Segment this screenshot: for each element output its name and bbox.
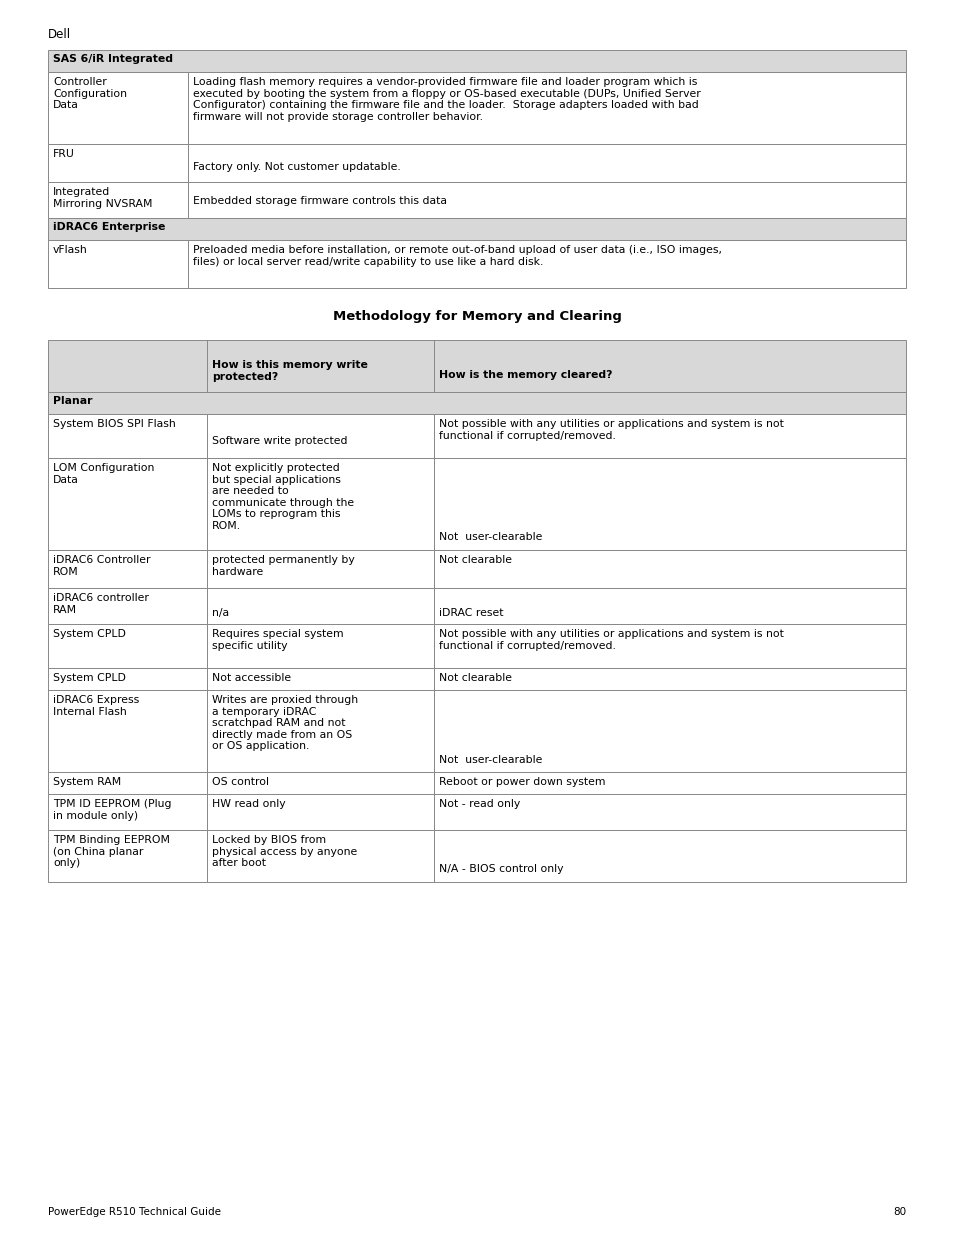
Bar xyxy=(48,240,188,288)
Text: Not explicitly protected
but special applications
are needed to
communicate thro: Not explicitly protected but special app… xyxy=(212,463,354,531)
Text: FRU: FRU xyxy=(53,149,74,159)
Bar xyxy=(434,414,905,458)
Text: Software write protected: Software write protected xyxy=(212,436,347,446)
Text: TPM Binding EEPROM
(on China planar
only): TPM Binding EEPROM (on China planar only… xyxy=(53,835,170,868)
Text: Not clearable: Not clearable xyxy=(438,555,512,564)
Text: Factory only. Not customer updatable.: Factory only. Not customer updatable. xyxy=(193,162,400,172)
Text: System RAM: System RAM xyxy=(53,777,121,787)
Text: iDRAC6 Enterprise: iDRAC6 Enterprise xyxy=(53,222,165,232)
Text: How is the memory cleared?: How is the memory cleared? xyxy=(438,370,612,380)
Text: N/A - BIOS control only: N/A - BIOS control only xyxy=(438,864,563,874)
Text: Controller
Configuration
Data: Controller Configuration Data xyxy=(53,77,127,110)
Text: TPM ID EEPROM (Plug
in module only): TPM ID EEPROM (Plug in module only) xyxy=(53,799,172,820)
Bar xyxy=(207,458,434,550)
Text: How is this memory write
protected?: How is this memory write protected? xyxy=(212,359,367,382)
Bar xyxy=(207,624,434,668)
Text: n/a: n/a xyxy=(212,608,229,618)
Bar xyxy=(48,624,207,668)
Text: Planar: Planar xyxy=(53,396,92,406)
Bar xyxy=(48,391,905,414)
Bar xyxy=(207,550,434,588)
Text: Not accessible: Not accessible xyxy=(212,673,291,683)
Text: Not possible with any utilities or applications and system is not
functional if : Not possible with any utilities or appli… xyxy=(438,419,783,441)
Text: System CPLD: System CPLD xyxy=(53,673,126,683)
Bar xyxy=(188,144,905,182)
Bar xyxy=(48,690,207,772)
Bar xyxy=(434,550,905,588)
Text: 80: 80 xyxy=(892,1207,905,1216)
Bar xyxy=(434,588,905,624)
Bar xyxy=(207,794,434,830)
Text: OS control: OS control xyxy=(212,777,269,787)
Bar xyxy=(48,144,188,182)
Bar xyxy=(188,240,905,288)
Bar xyxy=(434,772,905,794)
Text: Methodology for Memory and Clearing: Methodology for Memory and Clearing xyxy=(333,310,620,324)
Text: Not clearable: Not clearable xyxy=(438,673,512,683)
Text: HW read only: HW read only xyxy=(212,799,285,809)
Bar xyxy=(48,668,207,690)
Bar xyxy=(48,772,207,794)
Bar xyxy=(48,830,207,882)
Text: iDRAC reset: iDRAC reset xyxy=(438,608,503,618)
Text: Integrated
Mirroring NVSRAM: Integrated Mirroring NVSRAM xyxy=(53,186,152,209)
Text: protected permanently by
hardware: protected permanently by hardware xyxy=(212,555,355,577)
Bar xyxy=(48,49,905,72)
Text: Writes are proxied through
a temporary iDRAC
scratchpad RAM and not
directly mad: Writes are proxied through a temporary i… xyxy=(212,695,357,751)
Text: iDRAC6 Express
Internal Flash: iDRAC6 Express Internal Flash xyxy=(53,695,139,716)
Text: Not possible with any utilities or applications and system is not
functional if : Not possible with any utilities or appli… xyxy=(438,629,783,651)
Text: Not  user-clearable: Not user-clearable xyxy=(438,532,542,542)
Text: Reboot or power down system: Reboot or power down system xyxy=(438,777,605,787)
Bar xyxy=(207,588,434,624)
Text: Loading flash memory requires a vendor-provided firmware file and loader program: Loading flash memory requires a vendor-p… xyxy=(193,77,700,122)
Bar xyxy=(188,182,905,219)
Bar xyxy=(48,458,207,550)
Bar xyxy=(48,340,905,391)
Bar xyxy=(434,794,905,830)
Text: System CPLD: System CPLD xyxy=(53,629,126,638)
Bar xyxy=(434,668,905,690)
Text: iDRAC6 Controller
ROM: iDRAC6 Controller ROM xyxy=(53,555,151,577)
Bar xyxy=(207,690,434,772)
Bar xyxy=(434,830,905,882)
Text: Locked by BIOS from
physical access by anyone
after boot: Locked by BIOS from physical access by a… xyxy=(212,835,356,868)
Text: LOM Configuration
Data: LOM Configuration Data xyxy=(53,463,154,484)
Text: Requires special system
specific utility: Requires special system specific utility xyxy=(212,629,343,651)
Bar xyxy=(48,72,188,144)
Text: iDRAC6 controller
RAM: iDRAC6 controller RAM xyxy=(53,593,149,615)
Bar xyxy=(188,72,905,144)
Bar xyxy=(48,414,207,458)
Text: System BIOS SPI Flash: System BIOS SPI Flash xyxy=(53,419,175,429)
Bar xyxy=(434,690,905,772)
Bar xyxy=(48,219,905,240)
Text: vFlash: vFlash xyxy=(53,245,88,254)
Bar xyxy=(207,772,434,794)
Text: SAS 6/iR Integrated: SAS 6/iR Integrated xyxy=(53,54,172,64)
Bar xyxy=(207,830,434,882)
Text: Not  user-clearable: Not user-clearable xyxy=(438,755,542,764)
Bar xyxy=(48,182,188,219)
Bar xyxy=(48,794,207,830)
Text: Not - read only: Not - read only xyxy=(438,799,519,809)
Bar xyxy=(207,414,434,458)
Bar xyxy=(207,668,434,690)
Bar xyxy=(48,588,207,624)
Text: PowerEdge R510 Technical Guide: PowerEdge R510 Technical Guide xyxy=(48,1207,221,1216)
Bar xyxy=(434,624,905,668)
Text: Dell: Dell xyxy=(48,28,71,41)
Text: Embedded storage firmware controls this data: Embedded storage firmware controls this … xyxy=(193,196,446,206)
Text: Preloaded media before installation, or remote out-of-band upload of user data (: Preloaded media before installation, or … xyxy=(193,245,721,267)
Bar xyxy=(48,550,207,588)
Bar xyxy=(434,458,905,550)
